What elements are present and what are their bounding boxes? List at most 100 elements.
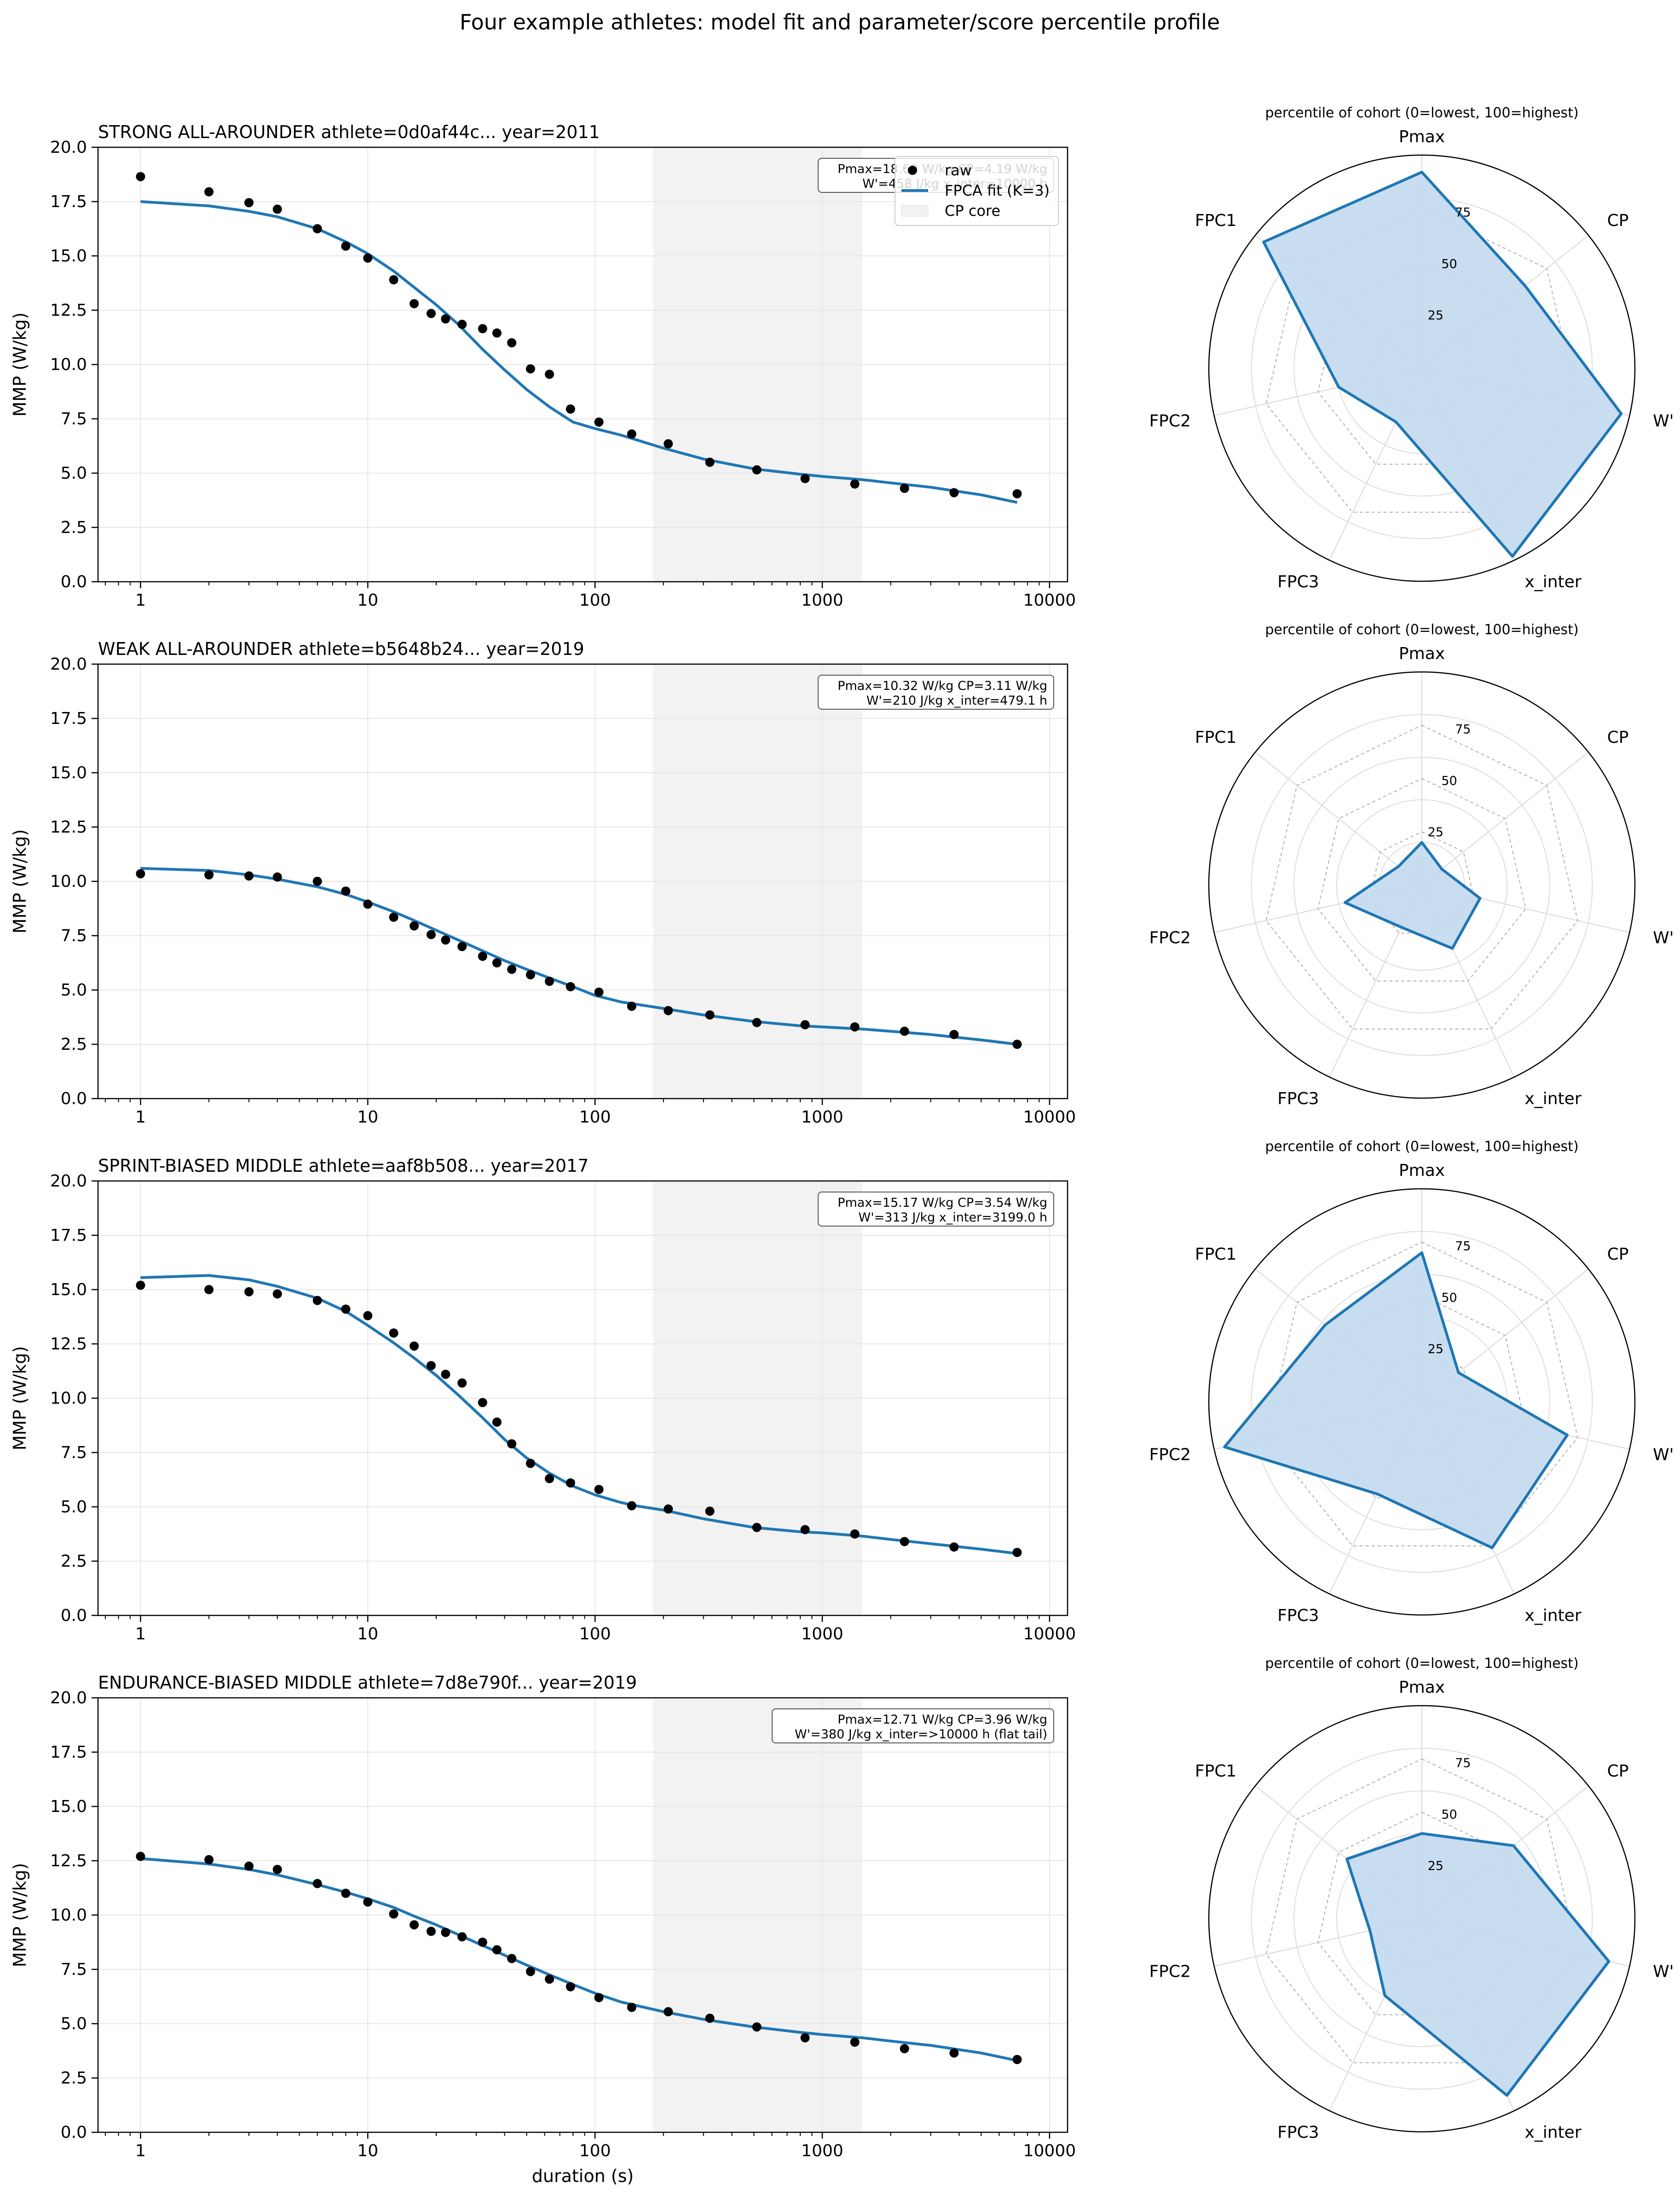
raw-point (850, 1529, 860, 1539)
raw-point (1012, 489, 1022, 498)
radar-percentile-ring (1265, 724, 1578, 1030)
y-axis-label: MMP (W/kg) (10, 313, 30, 417)
radar-panel-1: 25 50 75 Pmax CP W' x_inter FPC3 FPC2 FPC1 percent… (1149, 105, 1674, 591)
radar-axis-label: W' (1653, 412, 1674, 431)
x-tick-label: 100 (579, 1625, 611, 1644)
raw-point (457, 942, 467, 951)
x-tick-label: 10000 (1023, 1108, 1076, 1127)
radar-panel-4: 25 50 75 Pmax CP W' x_inter FPC3 FPC2 FPC1 percent… (1149, 1655, 1674, 2142)
raw-point (244, 198, 254, 208)
raw-point (566, 1982, 575, 1991)
raw-point (244, 1861, 254, 1871)
y-tick-label: 17.5 (50, 709, 87, 728)
radar-tick-label: 75 (1455, 205, 1471, 220)
raw-point (363, 1311, 373, 1320)
raw-point (525, 364, 535, 374)
radar-axis-label: W' (1653, 929, 1674, 948)
radar-profile-polygon (1262, 171, 1623, 558)
y-tick-label: 0.0 (61, 2123, 87, 2142)
y-tick-label: 15.0 (50, 1797, 87, 1816)
radar-axis-label: FPC3 (1277, 1089, 1319, 1108)
raw-point (664, 2007, 673, 2017)
y-tick-label: 2.5 (61, 518, 87, 537)
radar-axis-label: FPC3 (1277, 573, 1319, 591)
y-tick-label: 20.0 (50, 138, 87, 157)
radar-tick-label: 25 (1428, 1859, 1443, 1873)
x-tick-label: 1 (135, 1625, 146, 1644)
radar-axis-label: x_inter (1524, 573, 1581, 591)
raw-point (752, 1018, 762, 1027)
y-tick-label: 15.0 (50, 764, 87, 782)
raw-point (594, 987, 604, 997)
radar-profile-polygon (1345, 1832, 1611, 2097)
raw-point (136, 869, 145, 879)
raw-point (410, 1341, 419, 1351)
radar-outer-circle (1208, 154, 1636, 582)
fpca-fit-line (140, 1274, 1017, 1555)
panel-title: ENDURANCE-BIASED MIDDLE athlete=7d8e790f… (98, 1673, 637, 1693)
legend-cp-label: CP core (945, 202, 1000, 220)
raw-point (272, 1289, 282, 1299)
raw-point (545, 1474, 554, 1483)
raw-point (341, 1304, 351, 1314)
x-tick-label: 1 (135, 2141, 146, 2160)
y-tick-label: 0.0 (61, 1606, 87, 1625)
raw-point (850, 1022, 860, 1032)
raw-point (389, 275, 398, 284)
info-line-1: Pmax=10.32 W/kg CP=3.11 W/kg (837, 679, 1047, 693)
panel-title: STRONG ALL-AROUNDER athlete=0d0af44c... … (98, 122, 600, 142)
radar-grid-circle (1336, 799, 1508, 971)
raw-point (752, 2022, 762, 2032)
y-tick-label: 10.0 (50, 1906, 87, 1925)
radar-outer-circle (1208, 671, 1636, 1099)
radar-axis-label: W' (1653, 1962, 1674, 1981)
raw-point (457, 1932, 467, 1942)
raw-point (594, 1485, 604, 1494)
raw-point (800, 2033, 810, 2043)
radar-tick-label: 25 (1428, 1342, 1443, 1356)
raw-point (136, 1852, 145, 1861)
raw-point (492, 1945, 502, 1955)
radar-axis-label: Pmax (1399, 127, 1445, 146)
raw-point (457, 1378, 467, 1388)
raw-point (900, 1537, 909, 1546)
y-tick-label: 10.0 (50, 1389, 87, 1408)
y-tick-label: 10.0 (50, 355, 87, 374)
radar-percentile-ring (1265, 1758, 1578, 2063)
legend-cp-swatch (901, 205, 929, 217)
panel-title: SPRINT-BIASED MIDDLE athlete=aaf8b508...… (98, 1156, 589, 1176)
radar-tick-label: 50 (1441, 774, 1457, 788)
radar-panel-2: 25 50 75 Pmax CP W' x_inter FPC3 FPC2 FPC1 percent… (1149, 622, 1674, 1108)
raw-point (627, 1001, 636, 1011)
y-tick-label: 17.5 (50, 192, 87, 211)
x-tick-label: 10000 (1023, 1625, 1076, 1644)
raw-point (850, 479, 860, 489)
radar-axis-label: W' (1653, 1446, 1674, 1464)
radar-axis-label: FPC2 (1149, 929, 1190, 948)
raw-point (204, 1285, 214, 1294)
legend-box (895, 156, 1059, 226)
legend-raw-label: raw (945, 162, 972, 179)
raw-point (492, 958, 502, 967)
raw-point (545, 977, 554, 986)
raw-point (800, 1525, 810, 1534)
raw-point (410, 1920, 419, 1930)
radar-outer-circle (1208, 1188, 1636, 1616)
raw-point (441, 935, 450, 945)
x-tick-label: 10 (357, 591, 378, 610)
radar-tick-label: 25 (1428, 308, 1443, 323)
radar-axis-label: FPC1 (1195, 1245, 1236, 1264)
raw-point (705, 1010, 715, 1020)
y-tick-label: 0.0 (61, 573, 87, 591)
radar-grid-circle (1251, 1231, 1593, 1573)
info-line-1: Pmax=15.17 W/kg CP=3.54 W/kg (837, 1196, 1047, 1210)
y-tick-label: 12.5 (50, 818, 87, 837)
raw-point (850, 2037, 860, 2047)
x-tick-label: 1 (135, 1108, 146, 1127)
raw-point (594, 417, 604, 427)
raw-point (525, 1458, 535, 1468)
x-tick-label: 10 (357, 1625, 378, 1644)
raw-point (492, 328, 502, 338)
raw-point (507, 1954, 517, 1963)
y-tick-label: 7.5 (61, 1443, 87, 1462)
